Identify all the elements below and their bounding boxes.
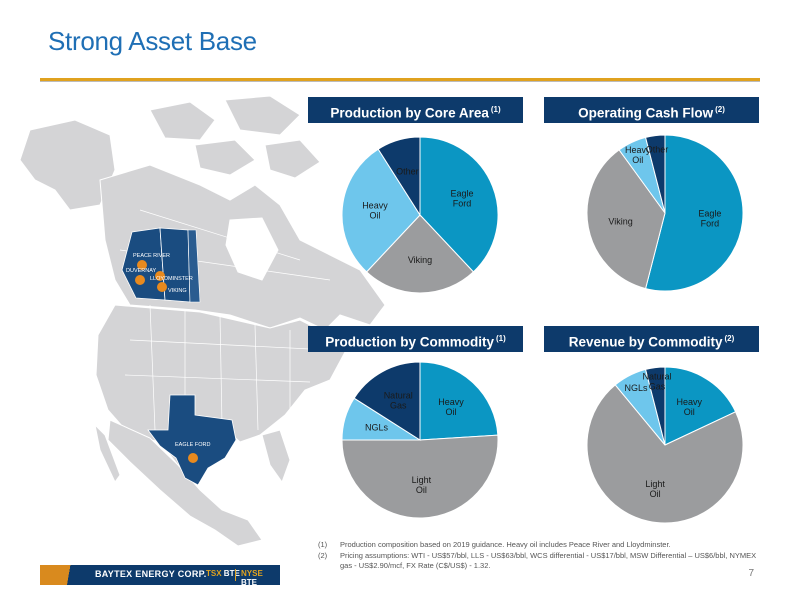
header-title: Revenue by Commodity (568, 334, 723, 350)
pie-slice-light-oil (341, 434, 499, 519)
header-revenue-commodity: Revenue by Commodity (2) (544, 326, 759, 352)
header-footnote-ref: (2) (724, 334, 735, 343)
pie-label-other: Other (646, 145, 669, 155)
title-rule-shadow (40, 81, 760, 82)
tsx-ticker: TSX BTE (206, 569, 240, 578)
marker-eagle-ford (188, 453, 198, 463)
footnotes: (1) Production composition based on 2019… (318, 540, 758, 572)
footnote-2: (2) Pricing assumptions: WTI - US$57/bbl… (318, 551, 758, 571)
header-operating-cash-flow: Operating Cash Flow (2) (544, 97, 759, 123)
pie-slice-heavy-oil (664, 366, 737, 446)
label-duvernay: DUVERNAY (126, 268, 156, 274)
pie-slice-light-oil (586, 384, 744, 524)
header-production-core-area: Production by Core Area (1) (308, 97, 523, 123)
company-name: BAYTEX ENERGY CORP. (95, 569, 207, 579)
footnote-text: Pricing assumptions: WTI - US$57/bbl, LL… (340, 551, 757, 570)
footnote-number: (1) (318, 540, 328, 549)
pie-label-natural-gas: Natural Gas (642, 372, 671, 392)
continent-shape (19, 95, 386, 547)
pie-label-light-oil: Light Oil (645, 479, 665, 499)
pie-slice-natural-gas (644, 366, 666, 446)
pie-slice-eagle-ford (644, 134, 744, 292)
pie-production-commodity: Heavy Oil Light Oil NGLs Natural Gas (341, 361, 499, 519)
pie-label-heavy-oil: Heavy Oil (676, 397, 702, 417)
pie-slice-other (644, 134, 666, 214)
header-footnote-ref: (2) (715, 105, 725, 114)
label-lloydminster: LLOYDMINSTER (150, 276, 193, 282)
footer-brand-bar: BAYTEX ENERGY CORP. TSX BTE NYSE BTE (40, 565, 280, 587)
marker-viking (157, 282, 167, 292)
ticker-separator (235, 569, 236, 581)
nyse-symbol: BTE (241, 578, 257, 587)
label-eagle-ford: EAGLE FORD (175, 442, 210, 448)
slide-title: Strong Asset Base (48, 26, 257, 56)
western-canada-region (121, 227, 201, 303)
footnote-text: Production composition based on 2019 gui… (340, 540, 671, 549)
pie-label-ngls: NGLs (624, 383, 648, 393)
pie-slice-eagle-ford (419, 136, 499, 273)
header-title: Production by Commodity (325, 334, 494, 350)
label-viking: VIKING (168, 288, 187, 294)
texas-region (147, 394, 237, 486)
pie-slice-viking (365, 214, 475, 294)
header-title: Operating Cash Flow (578, 105, 714, 121)
tsx-exchange: TSX (206, 569, 222, 578)
north-america-map: PEACE RIVER DUVERNAY LLOYDMINSTER VIKING… (19, 95, 386, 547)
marker-peace-river (137, 260, 147, 270)
brand-flag-icon (40, 565, 80, 585)
pie-slice-heavy-oil (419, 361, 499, 441)
nyse-exchange: NYSE (241, 569, 263, 578)
page-number: 7 (748, 568, 754, 579)
label-peace-river: PEACE RIVER (133, 253, 170, 259)
marker-lloydminster (155, 271, 165, 281)
pie-label-heavy-oil: Heavy Oil (438, 397, 464, 417)
pie-slice-heavy-oil (341, 148, 421, 273)
pie-slice-viking (586, 149, 666, 290)
asset-labels: PEACE RIVER DUVERNAY LLOYDMINSTER VIKING… (126, 253, 210, 448)
header-footnote-ref: (1) (490, 105, 501, 114)
pie-label-light-oil: Light Oil (412, 475, 432, 495)
pie-label-heavy-oil: Heavy Oil (625, 145, 651, 165)
title-rule (40, 78, 760, 81)
pie-label-eagle-ford: Eagle Ford (698, 209, 721, 229)
header-production-commodity: Production by Commodity (1) (308, 326, 523, 352)
state-grid-lines (119, 209, 331, 435)
pie-label-eagle-ford: Eagle Ford (451, 188, 474, 208)
pie-label-viking: Viking (408, 255, 432, 265)
pie-slice-other (377, 136, 421, 217)
pie-slice-natural-gas (353, 361, 421, 441)
pie-production-core-area: Eagle Ford Viking Heavy Oil Other (341, 136, 499, 294)
footnote-1: (1) Production composition based on 2019… (318, 540, 758, 550)
header-footnote-ref: (1) (495, 334, 506, 343)
marker-duvernay (135, 275, 145, 285)
pie-label-other: Other (396, 167, 419, 177)
pie-label-ngls: NGLs (365, 422, 389, 432)
nyse-ticker: NYSE BTE (241, 569, 280, 587)
pie-label-natural-gas: Natural Gas (384, 390, 413, 410)
tsx-symbol: BTE (223, 569, 240, 578)
pie-label-heavy-oil: Heavy Oil (362, 201, 388, 221)
header-title: Production by Core Area (330, 105, 489, 121)
footnote-number: (2) (318, 551, 328, 560)
asset-markers (135, 260, 198, 463)
pie-label-viking: Viking (608, 216, 632, 226)
